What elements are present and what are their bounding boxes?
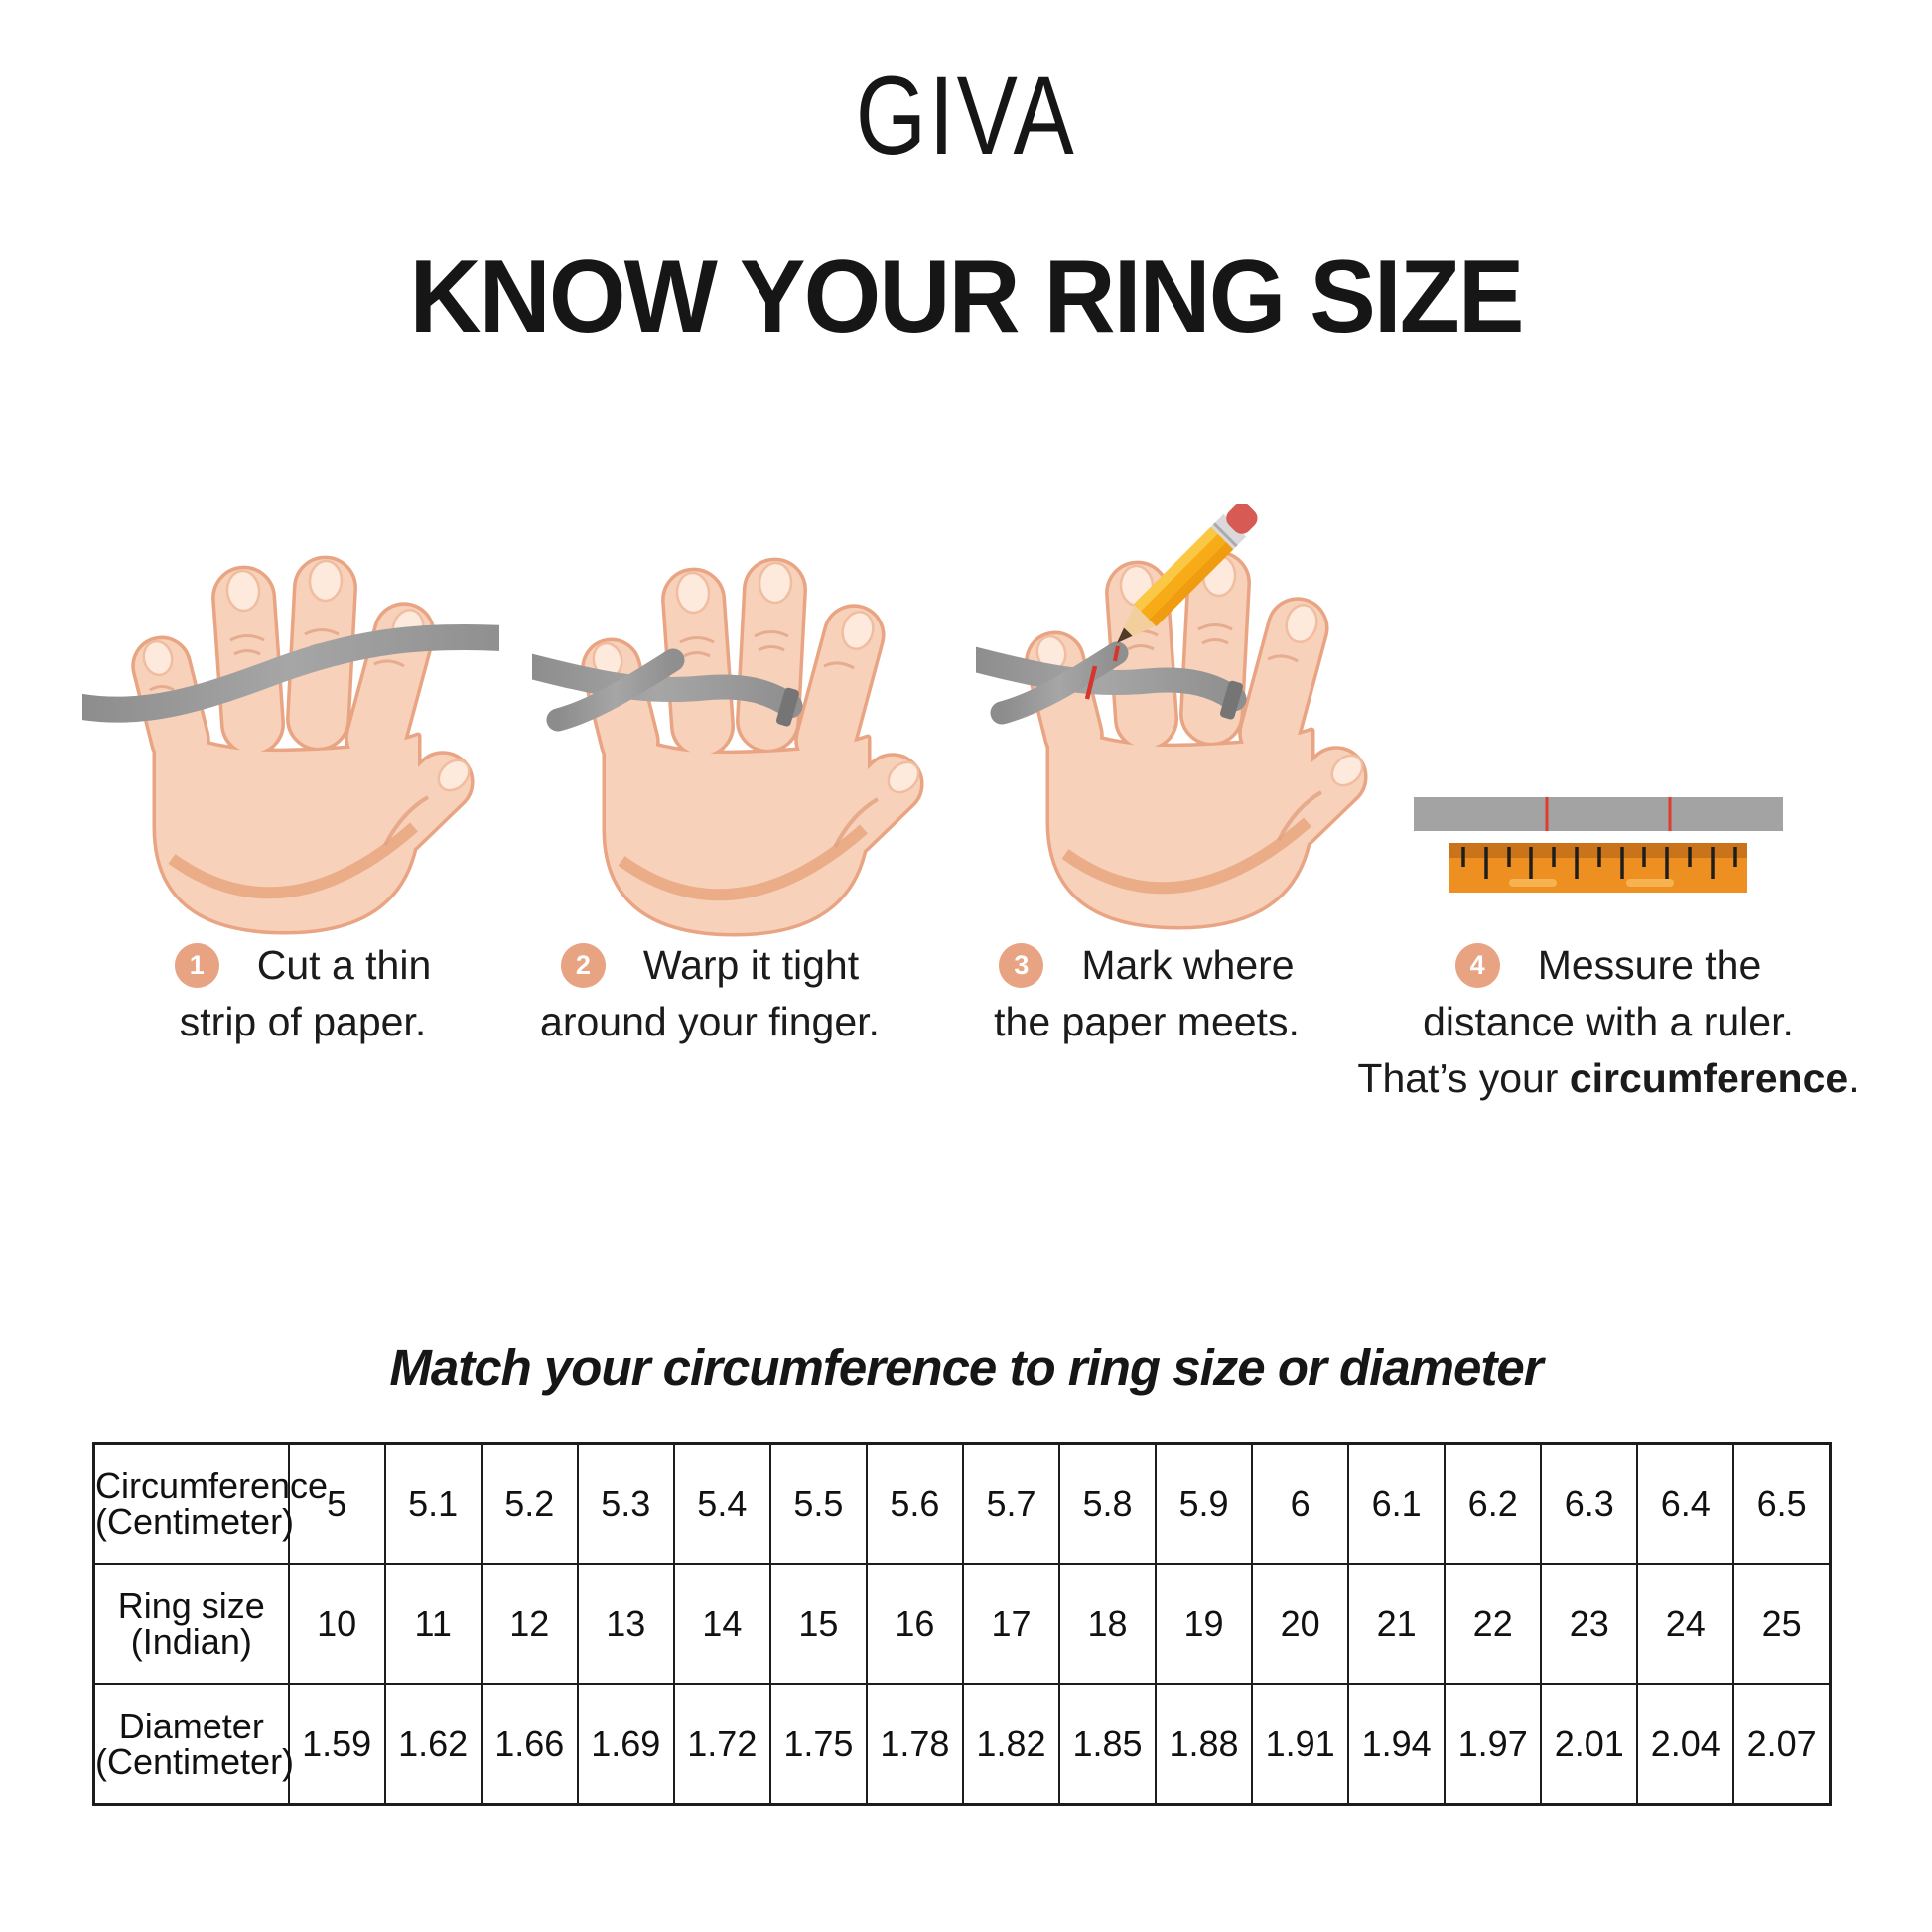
table-cell: 11 [383, 1563, 483, 1685]
step-2-badge: 2 [560, 943, 606, 988]
table-cell: 1.94 [1347, 1683, 1447, 1806]
giva-logo: GIVA [855, 54, 1077, 178]
table-cell: 6.2 [1444, 1442, 1543, 1565]
table-cell: 20 [1251, 1563, 1350, 1685]
red-mark-on-strip [1084, 665, 1098, 700]
table-cell: 18 [1057, 1563, 1158, 1685]
step-4-line-3-prefix: That’s your [1357, 1055, 1570, 1101]
table-row: Circumference (Centimeter) 5 5.1 5.2 5.3 5.4 5… [92, 1442, 1832, 1565]
step-4-line-3-suffix: . [1848, 1055, 1860, 1101]
table-cell: 2.04 [1636, 1683, 1735, 1806]
paper-strip-icon [1414, 797, 1783, 831]
table-cell: 5.1 [383, 1442, 483, 1565]
table-cell: 1.97 [1444, 1683, 1543, 1806]
strip-and-ruler-illustration [1414, 797, 1783, 893]
table-cell: 2.07 [1732, 1683, 1832, 1806]
table-cell: 24 [1636, 1563, 1735, 1685]
table-cell: 1.78 [865, 1683, 964, 1806]
table-cell: 23 [1540, 1563, 1639, 1685]
step-1-line-2: strip of paper. [179, 999, 427, 1044]
step-3-badge: 3 [999, 943, 1044, 988]
table-cell: 1.82 [961, 1683, 1060, 1806]
hand-paper-strip-illustration [82, 509, 499, 936]
ring-size-table: Circumference (Centimeter) 5 5.1 5.2 5.3 5.4 5… [92, 1442, 1832, 1806]
table-cell: 10 [287, 1563, 386, 1685]
table-cell: 5.9 [1155, 1442, 1254, 1565]
table-cell: 5.8 [1057, 1442, 1158, 1565]
table-cell: 1.91 [1251, 1683, 1350, 1806]
table-cell: 6.4 [1636, 1442, 1735, 1565]
table-cell: 5.5 [768, 1442, 868, 1565]
step-4-badge: 4 [1454, 943, 1500, 988]
table-cell: 5.7 [961, 1442, 1060, 1565]
table-cell: 1.72 [672, 1683, 771, 1806]
table-cell: 1.59 [287, 1683, 386, 1806]
table-cell: 6.5 [1732, 1442, 1832, 1565]
red-mark-on-finger [1113, 645, 1120, 662]
step-1-caption: 1 Cut a thin strip of paper. [104, 937, 501, 1050]
table-cell: 17 [961, 1563, 1060, 1685]
table-row: Diameter (Centimeter) 1.59 1.62 1.66 1.69 1.7… [92, 1683, 1832, 1806]
table-cell: 1.88 [1155, 1683, 1254, 1806]
table-cell: 6.1 [1347, 1442, 1447, 1565]
hand-strip-wrapped-illustration [532, 511, 949, 938]
table-cell: 1.69 [576, 1683, 675, 1806]
table-section-title: Match your circumference to ring size or… [389, 1339, 1543, 1396]
table-row: Ring size (Indian) 10 11 12 13 14 15 16 17 18 19 20… [92, 1563, 1832, 1685]
paper-strip-icon [82, 623, 499, 723]
step-4-line-3: That’s your circumference. [1355, 1050, 1862, 1107]
table-cell: 5.6 [865, 1442, 964, 1565]
table-cell: 14 [672, 1563, 771, 1685]
table-cell: 6.3 [1540, 1442, 1639, 1565]
table-cell: 1.62 [383, 1683, 483, 1806]
table-cell: 22 [1444, 1563, 1543, 1685]
table-cell: 5.4 [672, 1442, 771, 1565]
table-cell: 1.75 [768, 1683, 868, 1806]
table-cell: 5.3 [576, 1442, 675, 1565]
page-title: KNOW YOUR RING SIZE [409, 239, 1524, 354]
table-cell: 12 [480, 1563, 579, 1685]
step-2-caption: 2 Warp it tight around your finger. [511, 937, 908, 1050]
step-3-line-2: the paper meets. [994, 999, 1300, 1044]
row-label: Diameter (Centimeter) [92, 1683, 294, 1806]
table-cell: 25 [1732, 1563, 1832, 1685]
table-cell: 5.2 [480, 1442, 579, 1565]
ruler-icon [1449, 843, 1747, 893]
table-cell: 1.66 [480, 1683, 579, 1806]
table-cell: 6 [1251, 1442, 1350, 1565]
step-1-badge: 1 [174, 943, 219, 988]
step-4-line-1: Messure the [1537, 942, 1762, 988]
table-cell: 1.85 [1057, 1683, 1158, 1806]
step-2-line-2: around your finger. [540, 999, 880, 1044]
step-2-line-1: Warp it tight [642, 942, 860, 988]
table-cell: 13 [576, 1563, 675, 1685]
table-cell: 19 [1155, 1563, 1254, 1685]
step-1-line-1: Cut a thin [256, 942, 432, 988]
step-4-line-2: distance with a ruler. [1423, 999, 1794, 1044]
table-cell: 2.01 [1540, 1683, 1639, 1806]
step-3-caption: 3 Mark where the paper meets. [938, 937, 1355, 1050]
row-label: Ring size (Indian) [92, 1563, 290, 1685]
hand-strip-marked-illustration [976, 504, 1393, 933]
step-4-line-3-bold: circumference [1569, 1055, 1849, 1101]
step-3-line-1: Mark where [1081, 942, 1295, 988]
table-cell: 21 [1347, 1563, 1447, 1685]
row-label: Circumference (Centimeter) [92, 1442, 328, 1565]
table-cell: 15 [768, 1563, 868, 1685]
table-cell: 5 [287, 1442, 386, 1565]
step-4-caption: 4 Messure the distance with a ruler. Tha… [1355, 937, 1862, 1107]
table-cell: 16 [865, 1563, 964, 1685]
